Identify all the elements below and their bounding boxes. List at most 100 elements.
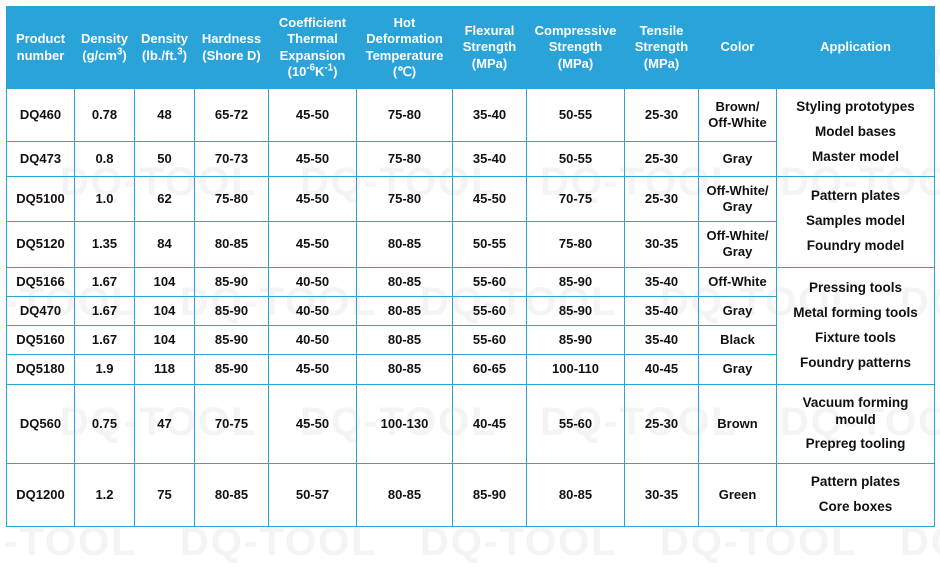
- cell-tensile: 30-35: [625, 464, 699, 527]
- cell-density_g: 1.0: [75, 176, 135, 222]
- cell-flexural: 40-45: [453, 384, 527, 464]
- cell-density_g: 0.78: [75, 89, 135, 142]
- cell-hardness: 85-90: [195, 296, 269, 325]
- cell-compressive: 85-90: [527, 326, 625, 355]
- cell-tensile: 35-40: [625, 296, 699, 325]
- application-line: Fixture tools: [781, 326, 930, 351]
- cell-hdt: 80-85: [357, 355, 453, 384]
- col-cte: CoefficientThermalExpansion(10-6K-1): [269, 7, 357, 89]
- materials-table: ProductnumberDensity(g/cm3)Density(lb./f…: [6, 6, 935, 527]
- cell-density_lb: 47: [135, 384, 195, 464]
- application-line: Master model: [781, 145, 930, 170]
- cell-cte: 45-50: [269, 355, 357, 384]
- cell-compressive: 50-55: [527, 89, 625, 142]
- cell-product: DQ460: [7, 89, 75, 142]
- cell-product: DQ1200: [7, 464, 75, 527]
- cell-flexural: 60-65: [453, 355, 527, 384]
- cell-cte: 45-50: [269, 384, 357, 464]
- cell-density_g: 1.2: [75, 464, 135, 527]
- cell-tensile: 30-35: [625, 222, 699, 268]
- application-line: Prepreg tooling: [781, 432, 930, 457]
- col-density_g: Density(g/cm3): [75, 7, 135, 89]
- application-line: Pattern plates: [781, 470, 930, 495]
- table-row: DQ51001.06275-8045-5075-8045-5070-7525-3…: [7, 176, 935, 222]
- cell-flexural: 55-60: [453, 326, 527, 355]
- cell-cte: 40-50: [269, 326, 357, 355]
- application-line: Foundry model: [781, 234, 930, 259]
- table-head: ProductnumberDensity(g/cm3)Density(lb./f…: [7, 7, 935, 89]
- cell-color: Black: [699, 326, 777, 355]
- cell-density_lb: 62: [135, 176, 195, 222]
- cell-flexural: 35-40: [453, 89, 527, 142]
- col-hdt: HotDeformationTemperature(℃): [357, 7, 453, 89]
- col-flexural: FlexuralStrength(MPa): [453, 7, 527, 89]
- cell-density_lb: 84: [135, 222, 195, 268]
- cell-tensile: 25-30: [625, 176, 699, 222]
- cell-tensile: 25-30: [625, 142, 699, 176]
- cell-hardness: 65-72: [195, 89, 269, 142]
- cell-application: Pattern platesCore boxes: [777, 464, 935, 527]
- cell-color: Gray: [699, 355, 777, 384]
- application-line: Vacuum forming mould: [781, 391, 930, 433]
- cell-compressive: 85-90: [527, 267, 625, 296]
- cell-flexural: 35-40: [453, 142, 527, 176]
- cell-application: Pressing toolsMetal forming toolsFixture…: [777, 267, 935, 384]
- col-hardness: Hardness(Shore D): [195, 7, 269, 89]
- cell-density_lb: 118: [135, 355, 195, 384]
- table-row: DQ4600.784865-7245-5075-8035-4050-5525-3…: [7, 89, 935, 142]
- application-line: Model bases: [781, 120, 930, 145]
- cell-density_g: 1.35: [75, 222, 135, 268]
- cell-hdt: 75-80: [357, 89, 453, 142]
- cell-density_g: 1.9: [75, 355, 135, 384]
- cell-hdt: 80-85: [357, 222, 453, 268]
- cell-compressive: 50-55: [527, 142, 625, 176]
- cell-hardness: 70-73: [195, 142, 269, 176]
- cell-cte: 50-57: [269, 464, 357, 527]
- table-row: DQ5600.754770-7545-50100-13040-4555-6025…: [7, 384, 935, 464]
- cell-flexural: 55-60: [453, 267, 527, 296]
- cell-hardness: 80-85: [195, 464, 269, 527]
- cell-hardness: 70-75: [195, 384, 269, 464]
- cell-application: Pattern platesSamples modelFoundry model: [777, 176, 935, 267]
- cell-density_g: 1.67: [75, 267, 135, 296]
- cell-cte: 40-50: [269, 267, 357, 296]
- header-row: ProductnumberDensity(g/cm3)Density(lb./f…: [7, 7, 935, 89]
- cell-cte: 40-50: [269, 296, 357, 325]
- col-tensile: TensileStrength(MPa): [625, 7, 699, 89]
- cell-density_lb: 48: [135, 89, 195, 142]
- cell-flexural: 45-50: [453, 176, 527, 222]
- cell-flexural: 85-90: [453, 464, 527, 527]
- cell-density_g: 0.8: [75, 142, 135, 176]
- cell-cte: 45-50: [269, 89, 357, 142]
- cell-hdt: 100-130: [357, 384, 453, 464]
- application-line: Core boxes: [781, 495, 930, 520]
- cell-tensile: 25-30: [625, 89, 699, 142]
- col-compressive: CompressiveStrength(MPa): [527, 7, 625, 89]
- cell-density_lb: 104: [135, 296, 195, 325]
- application-line: Pattern plates: [781, 184, 930, 209]
- cell-density_g: 0.75: [75, 384, 135, 464]
- cell-product: DQ5120: [7, 222, 75, 268]
- cell-hardness: 85-90: [195, 267, 269, 296]
- application-line: Foundry patterns: [781, 351, 930, 376]
- col-density_lb: Density(lb./ft.3): [135, 7, 195, 89]
- cell-compressive: 70-75: [527, 176, 625, 222]
- cell-hardness: 80-85: [195, 222, 269, 268]
- cell-cte: 45-50: [269, 176, 357, 222]
- application-line: Pressing tools: [781, 276, 930, 301]
- cell-application: Vacuum forming mouldPrepreg tooling: [777, 384, 935, 464]
- cell-flexural: 55-60: [453, 296, 527, 325]
- application-line: Metal forming tools: [781, 301, 930, 326]
- cell-density_lb: 104: [135, 267, 195, 296]
- application-line: Samples model: [781, 209, 930, 234]
- cell-product: DQ5166: [7, 267, 75, 296]
- cell-density_lb: 75: [135, 464, 195, 527]
- cell-hardness: 85-90: [195, 355, 269, 384]
- cell-tensile: 40-45: [625, 355, 699, 384]
- cell-color: Off-White/Gray: [699, 222, 777, 268]
- cell-density_lb: 104: [135, 326, 195, 355]
- col-application: Application: [777, 7, 935, 89]
- cell-hdt: 80-85: [357, 326, 453, 355]
- cell-tensile: 35-40: [625, 326, 699, 355]
- cell-hdt: 80-85: [357, 296, 453, 325]
